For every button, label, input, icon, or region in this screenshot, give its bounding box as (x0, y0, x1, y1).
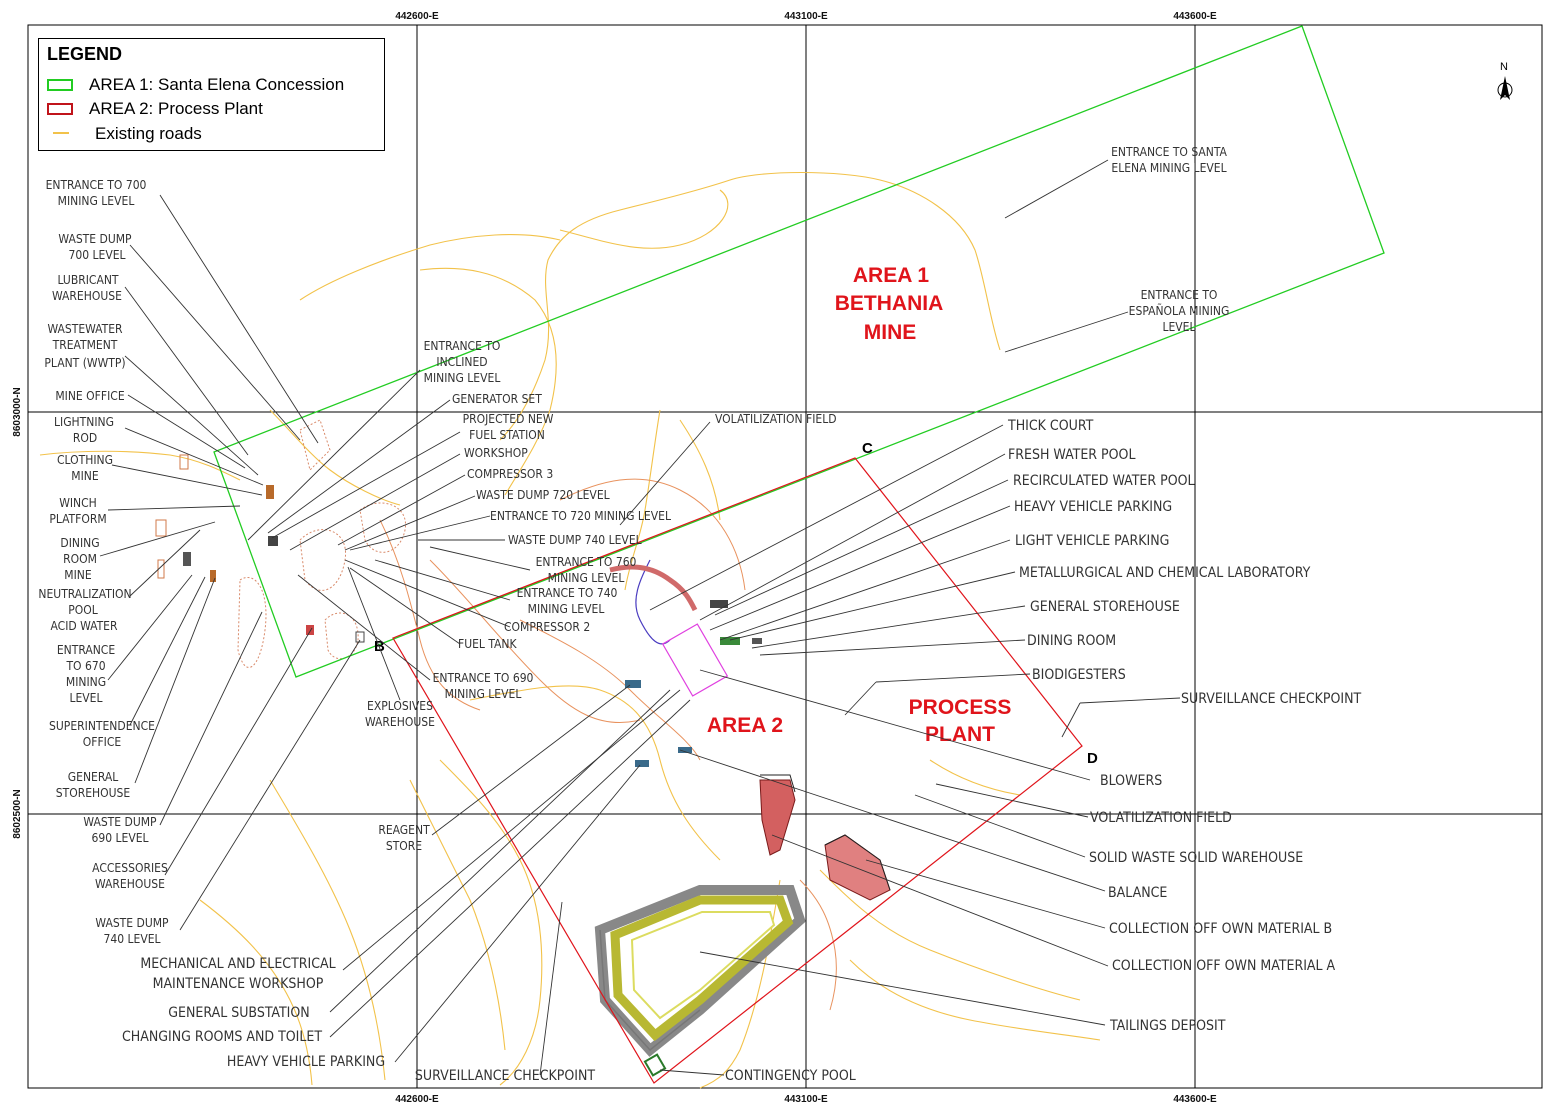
middle-labels: EXPLOSIVES WAREHOUSE ENTRANCE TO 690 MININ… (365, 339, 836, 729)
label-espanola-entrance: ENTRANCE TO ESPAÑOLA MINING LEVEL (1129, 288, 1230, 334)
label-entrance-690: ENTRANCE TO 690 MINING LEVEL (433, 671, 534, 701)
label-mine-office: MINE OFFICE (55, 389, 124, 403)
corner-c: C (862, 440, 873, 457)
label-balance: BALANCE (1108, 885, 1167, 901)
area1-title-line2: BETHANIA (835, 292, 944, 315)
label-waste-dump-720: WASTE DUMP 720 LEVEL (476, 488, 610, 502)
leader-lines (99, 159, 1181, 1076)
easting-label-3: 443600-E (1173, 11, 1217, 22)
label-waste-dump-700: WASTE DUMP 700 LEVEL (58, 232, 132, 262)
legend-item-area1: AREA 1: Santa Elena Concession (47, 74, 344, 96)
label-thick-court: THICK COURT (1007, 418, 1094, 434)
label-surveillance-bottom: SURVEILLANCE CHECKPOINT (415, 1068, 596, 1084)
label-entrance-700: ENTRANCE TO 700 MINING LEVEL (46, 178, 147, 208)
legend: LEGEND AREA 1: Santa Elena Concession AR… (38, 38, 385, 151)
label-reagent-store: REAGENT STORE (378, 823, 430, 853)
label-lightning-rod: LIGHTNING ROD (54, 415, 114, 445)
label-explosives-warehouse: EXPLOSIVES WAREHOUSE (365, 699, 435, 729)
label-waste-dump-690: WASTE DUMP 690 LEVEL (83, 815, 157, 845)
label-tailings-deposit: TAILINGS DEPOSIT (1109, 1018, 1226, 1034)
label-superintendence-office: SUPERINTENDENCE OFFICE (49, 719, 155, 749)
easting-label-1: 442600-E (395, 11, 439, 22)
area1-title-line1: AREA 1 (853, 264, 930, 287)
label-heavy-vehicle-parking-left: HEAVY VEHICLE PARKING (227, 1054, 385, 1070)
label-compressor-3: COMPRESSOR 3 (467, 467, 553, 481)
label-surveillance-right: SURVEILLANCE CHECKPOINT (1181, 691, 1362, 707)
label-neutralization-pool: NEUTRALIZATION POOL ACID WATER (38, 587, 131, 633)
northing-label-2: 8602500-N (12, 789, 23, 838)
label-entrance-740: ENTRANCE TO 740 MINING LEVEL (517, 586, 618, 616)
label-light-vehicle-parking: LIGHT VEHICLE PARKING (1015, 533, 1169, 549)
easting-label-bottom-3: 443600-E (1173, 1094, 1217, 1105)
label-laboratory: METALLURGICAL AND CHEMICAL LABORATORY (1019, 565, 1311, 581)
left-labels: ENTRANCE TO 700 MINING LEVEL WASTE DUMP 70… (38, 178, 169, 946)
label-lubricant-warehouse: LUBRICANT WAREHOUSE (52, 273, 122, 303)
legend-title: LEGEND (47, 44, 123, 64)
area1-boundary (213, 25, 1385, 678)
north-arrow-icon: N (1497, 61, 1513, 100)
legend-item-roads: Existing roads (47, 123, 202, 145)
label-general-storehouse-left: GENERAL STOREHOUSE (56, 770, 131, 800)
label-changing-rooms: CHANGING ROOMS AND TOILET (122, 1029, 322, 1045)
label-waste-dump-740-mid: WASTE DUMP 740 LEVEL (508, 533, 642, 547)
label-fuel-tank: FUEL TANK (458, 637, 517, 651)
label-mech-elec-workshop: MECHANICAL AND ELECTRICAL MAINTENANCE WOR… (140, 956, 335, 992)
process-title-line1: PROCESS (909, 696, 1012, 719)
label-contingency-pool: CONTINGENCY POOL (725, 1068, 856, 1084)
existing-roads (39, 171, 1101, 1089)
process-title-line2: PLANT (925, 723, 995, 746)
legend-label-area1: AREA 1: Santa Elena Concession (89, 75, 345, 94)
label-winch-platform: WINCH PLATFORM (49, 496, 106, 526)
label-wwtp: WASTEWATER TREATMENT PLANT (WWTP) (44, 322, 125, 370)
legend-item-area2: AREA 2: Process Plant (47, 98, 263, 120)
easting-label-bottom-1: 442600-E (395, 1094, 439, 1105)
label-collection-a: COLLECTION OFF OWN MATERIAL A (1112, 958, 1336, 974)
label-volatilization-top: VOLATILIZATION FIELD (715, 412, 837, 426)
label-entrance-760: ENTRANCE TO 760 MINING LEVEL (536, 555, 637, 585)
label-generator-set: GENERATOR SET (452, 392, 542, 406)
label-heavy-vehicle-parking-right: HEAVY VEHICLE PARKING (1014, 499, 1172, 515)
easting-label-bottom-2: 443100-E (784, 1094, 828, 1105)
north-label: N (1500, 61, 1508, 73)
legend-label-area2: AREA 2: Process Plant (89, 99, 263, 118)
area2-boundary (392, 457, 1083, 1084)
legend-swatch-roads (53, 132, 69, 134)
label-entrance-670: ENTRANCE TO 670 MINING LEVEL (57, 643, 115, 705)
bottom-left-labels: MECHANICAL AND ELECTRICAL MAINTENANCE WOR… (122, 823, 856, 1084)
area1-title: AREA 1 BETHANIA MINE (835, 264, 944, 344)
label-fuel-station: PROJECTED NEW FUEL STATION (463, 412, 554, 442)
label-waste-dump-740-left: WASTE DUMP 740 LEVEL (95, 916, 169, 946)
label-recirculated-water-pool: RECIRCULATED WATER POOL (1013, 473, 1195, 489)
label-volatilization-right: VOLATILIZATION FIELD (1090, 810, 1232, 826)
easting-label-2: 443100-E (784, 11, 828, 22)
label-collection-b: COLLECTION OFF OWN MATERIAL B (1109, 921, 1332, 937)
label-entrance-720: ENTRANCE TO 720 MINING LEVEL (490, 509, 671, 523)
right-labels: ENTRANCE TO SANTA ELENA MINING LEVEL ENTR… (1007, 145, 1362, 1034)
label-dining-room-right: DINING ROOM (1027, 633, 1116, 649)
label-inclined-entrance: ENTRANCE TO INCLINED MINING LEVEL (424, 339, 501, 385)
label-clothing-mine: CLOTHING MINE (57, 453, 113, 483)
label-accessories-warehouse: ACCESSORIES WAREHOUSE (92, 861, 168, 891)
area1-title-line3: MINE (864, 321, 917, 344)
label-fresh-water-pool: FRESH WATER POOL (1008, 447, 1135, 463)
label-workshop: WORKSHOP (464, 446, 528, 460)
label-blowers: BLOWERS (1100, 773, 1162, 789)
label-biodigesters: BIODIGESTERS (1032, 667, 1126, 683)
label-general-storehouse-right: GENERAL STOREHOUSE (1030, 599, 1180, 615)
legend-swatch-area2 (47, 103, 73, 115)
legend-label-roads: Existing roads (95, 124, 202, 143)
corner-d: D (1087, 750, 1098, 767)
label-general-substation: GENERAL SUBSTATION (168, 1005, 309, 1021)
legend-swatch-area1 (47, 79, 73, 91)
process-plant-title: PROCESS PLANT (909, 696, 1012, 746)
area2-title: AREA 2 (707, 714, 783, 737)
label-solid-waste-warehouse: SOLID WASTE SOLID WAREHOUSE (1089, 850, 1303, 866)
label-dining-room-mine: DINING ROOM MINE (60, 536, 99, 582)
coordinate-labels: 442600-E 443100-E 443600-E 442600-E 4431… (12, 11, 1217, 1105)
label-compressor-2: COMPRESSOR 2 (504, 620, 590, 634)
northing-label-1: 8603000-N (12, 387, 23, 436)
site-features (155, 419, 891, 1077)
label-santa-elena-entrance: ENTRANCE TO SANTA ELENA MINING LEVEL (1111, 145, 1227, 175)
